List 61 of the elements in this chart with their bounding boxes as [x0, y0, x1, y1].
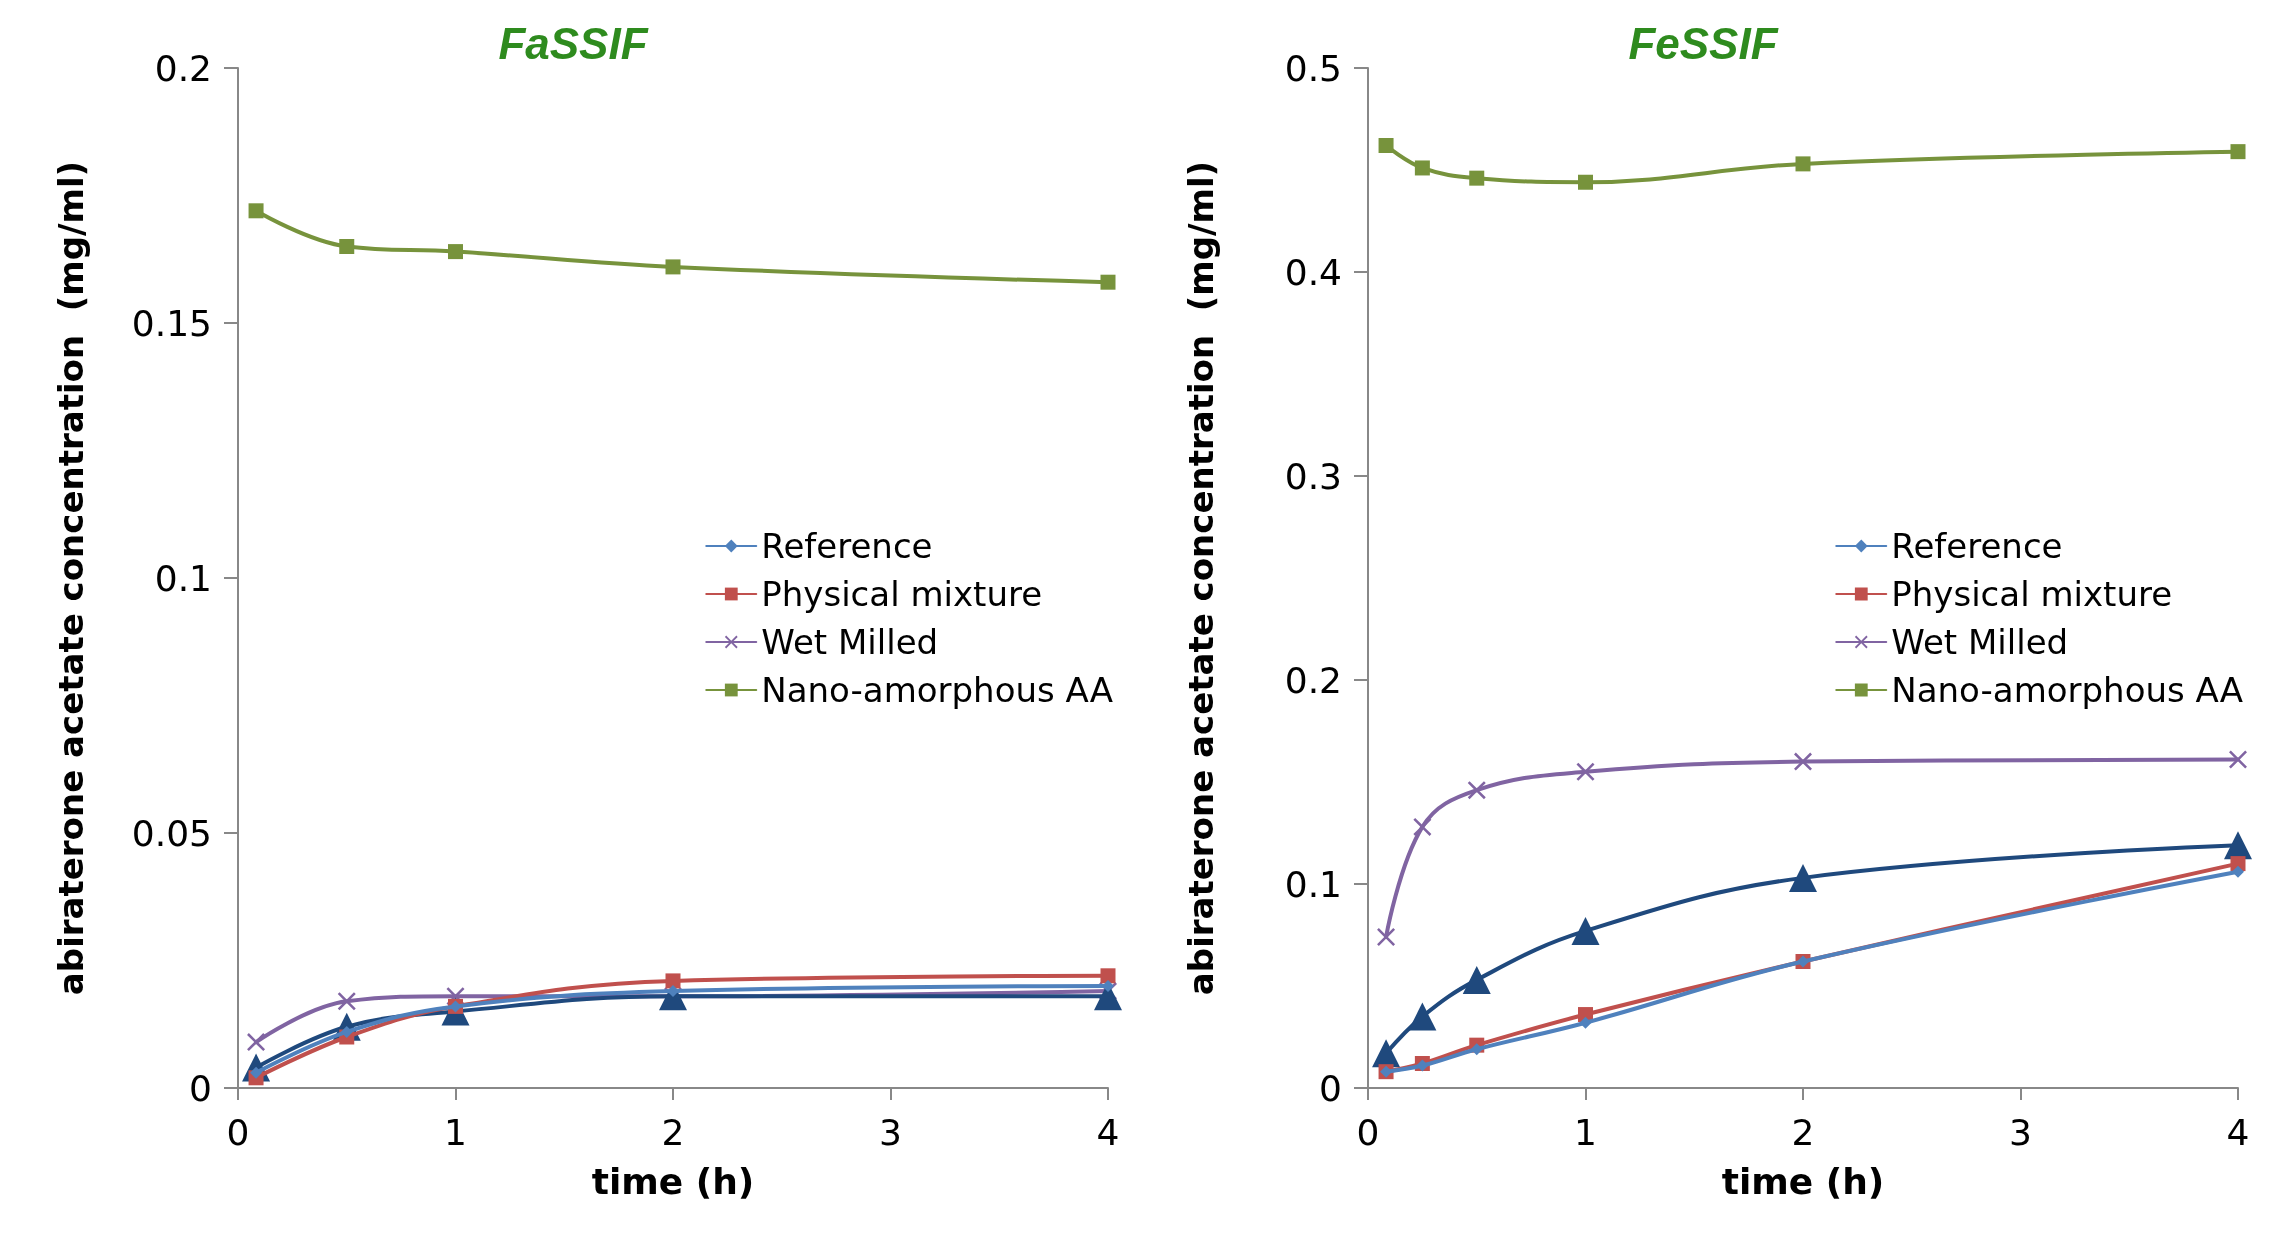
- legend-label: Physical mixture: [1891, 574, 2173, 614]
- y-tick-label: 0.2: [154, 47, 212, 89]
- chart-title: FaSSIF: [498, 18, 649, 68]
- legend-label: Nano-amorphous AA: [761, 670, 1114, 710]
- x-tick-label: 3: [2009, 1111, 2032, 1153]
- y-tick-label: 0.05: [131, 812, 212, 854]
- y-tick-label: 0.4: [1284, 251, 1342, 293]
- point: [1469, 170, 1485, 186]
- y-tick-label: 0.5: [1284, 47, 1342, 89]
- y-tick-label: 0: [189, 1067, 212, 1109]
- x-tick-label: 2: [1791, 1111, 1815, 1153]
- point: [1470, 1043, 1483, 1056]
- point: [1414, 160, 1430, 176]
- x-tick-label: 0: [1356, 1111, 1380, 1153]
- point: [1579, 1016, 1592, 1029]
- point: [2230, 144, 2246, 160]
- point: [448, 244, 463, 260]
- x-tick-label: 3: [879, 1111, 902, 1153]
- y-tick-label: 0.1: [1284, 863, 1342, 905]
- x-tick-label: 0: [226, 1111, 250, 1153]
- legend-label: Nano-amorphous AA: [1891, 670, 2244, 710]
- point: [1794, 752, 1812, 771]
- x-tick-label: 1: [1574, 1111, 1597, 1153]
- point: [665, 259, 681, 275]
- point: [1795, 156, 1811, 172]
- y-tick-label: 0.2: [1284, 659, 1342, 701]
- x-tick-label: 4: [1096, 1111, 1120, 1153]
- point: [1408, 1002, 1437, 1031]
- y-tick-label: 0.3: [1284, 455, 1342, 497]
- point: [248, 203, 264, 219]
- point: [1413, 817, 1432, 836]
- point: [1462, 965, 1491, 994]
- x-axis-title: time (h): [1721, 1160, 1885, 1202]
- y-tick-label: 0.15: [131, 302, 212, 344]
- legend-label: Wet Milled: [761, 622, 939, 662]
- point: [2232, 865, 2244, 878]
- y-axis-title: abiraterone acetate concentration (mg/ml): [51, 160, 91, 996]
- x-tick-label: 4: [2226, 1111, 2250, 1153]
- point: [337, 992, 356, 1011]
- x-tick-label: 1: [444, 1111, 467, 1153]
- point: [1578, 174, 1593, 190]
- y-tick-label: 0: [1319, 1067, 1342, 1109]
- legend-label: Physical mixture: [761, 574, 1043, 614]
- point: [1571, 916, 1600, 945]
- y-tick-label: 0.1: [154, 557, 212, 599]
- legend-label: Reference: [1891, 526, 2063, 566]
- y-axis-title: abiraterone acetate concentration (mg/ml): [1181, 160, 1221, 996]
- point: [339, 239, 355, 254]
- point: [1576, 762, 1595, 781]
- point: [1100, 968, 1116, 984]
- point: [1789, 863, 1817, 892]
- point: [665, 973, 681, 989]
- x-axis-title: time (h): [591, 1160, 755, 1202]
- chart-title: FeSSIF: [1628, 18, 1779, 68]
- legend-label: Reference: [761, 526, 933, 566]
- x-tick-label: 2: [661, 1111, 685, 1153]
- point: [2229, 750, 2247, 769]
- point: [1100, 274, 1116, 290]
- legend-label: Wet Milled: [1891, 622, 2069, 662]
- point: [1467, 781, 1486, 800]
- point: [1378, 138, 1394, 154]
